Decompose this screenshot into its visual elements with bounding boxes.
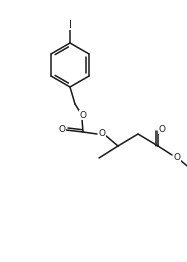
Text: O: O xyxy=(99,129,105,139)
Text: O: O xyxy=(159,124,165,134)
Text: O: O xyxy=(59,125,65,134)
Text: O: O xyxy=(174,154,180,162)
Text: O: O xyxy=(79,111,87,119)
Text: I: I xyxy=(69,20,71,30)
